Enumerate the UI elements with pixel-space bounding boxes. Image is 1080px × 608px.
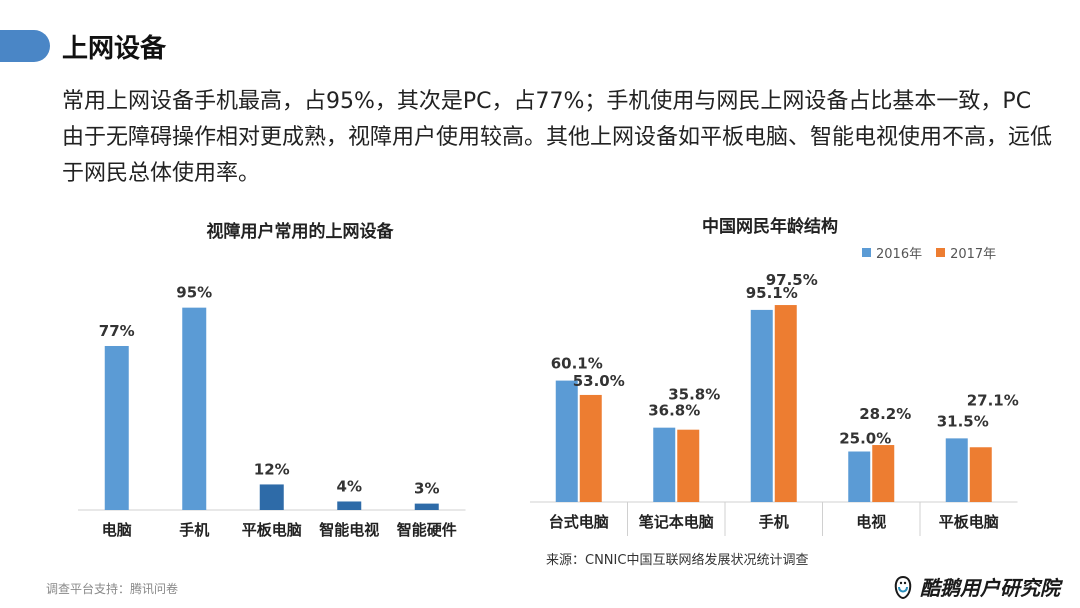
chart2-data-label-s1-0: 53.0% xyxy=(573,372,625,390)
survey-platform-note: 调查平台支持：腾讯问卷 xyxy=(46,582,179,596)
chart2-bar-s0-0 xyxy=(555,380,578,502)
chart2-data-label-s0-4: 31.5% xyxy=(937,412,989,430)
chart2-bar-s1-0 xyxy=(579,394,602,502)
chart2-data-label-s0-3: 25.0% xyxy=(839,430,891,448)
chart2-data-label-s1-2: 97.5% xyxy=(766,271,818,289)
chart1-data-label-2: 12% xyxy=(254,460,290,478)
chart2-category-label-1: 笔记本电脑 xyxy=(639,513,714,531)
chart2-bar-s0-3 xyxy=(848,451,871,502)
chart1-category-label-2: 平板电脑 xyxy=(242,521,302,539)
chart1-bar-0 xyxy=(104,345,129,510)
chart1-bar-1 xyxy=(182,307,207,510)
chart1-category-label-0: 电脑 xyxy=(102,521,132,539)
chart2-bar-s0-4 xyxy=(945,438,968,502)
legend-swatch-2017 xyxy=(936,248,946,257)
legend-item-2016: 2016年 xyxy=(862,243,922,262)
page-title: 上网设备 xyxy=(62,34,167,64)
source-note: 来源：CNNIC中国互联网络发展状况统计调查 xyxy=(546,553,809,568)
chart1-data-label-1: 95% xyxy=(176,284,212,302)
chart2-data-label-s0-1: 36.8% xyxy=(648,402,700,420)
chart2-title: 中国网民年龄结构 xyxy=(702,217,838,237)
chart2-bar-s1-4 xyxy=(969,447,992,502)
legend-label-2017: 2017年 xyxy=(950,247,997,262)
chart2-data-label-s0-2: 95.1% xyxy=(746,284,798,302)
chart2-data-label-s1-1: 35.8% xyxy=(668,386,720,404)
chart2-data-label-s1-3: 28.2% xyxy=(859,405,911,423)
chart1-bar-3 xyxy=(337,501,362,510)
chart1-bar-4 xyxy=(414,503,439,510)
chart2-category-label-4: 平板电脑 xyxy=(939,513,999,531)
chart2-bar-s1-2 xyxy=(774,305,797,502)
chart2-category-label-0: 台式电脑 xyxy=(549,513,609,531)
title-accent-bar xyxy=(0,30,50,62)
chart2-category-label-2: 手机 xyxy=(759,513,789,531)
chart1-data-label-0: 77% xyxy=(99,322,135,340)
legend-item-2017: 2017年 xyxy=(936,243,996,262)
chart2-category-label-3: 电视 xyxy=(856,513,886,531)
chart2-bar-s1-3 xyxy=(872,445,895,502)
chart2-bar-s0-1 xyxy=(653,427,676,502)
chart1-data-label-3: 4% xyxy=(337,477,362,495)
chart1-title: 视障用户常用的上网设备 xyxy=(206,222,394,242)
summary-text: 常用上网设备手机最高，占95%，其次是PC，占77%；手机使用与网民上网设备占比… xyxy=(62,89,1053,186)
chart2-legend: 2016年 2017年 xyxy=(862,243,996,262)
chart2-data-label-s1-4: 27.1% xyxy=(967,391,1019,409)
chart1-bar-2 xyxy=(259,484,284,510)
chart2-bar-s1-1 xyxy=(677,429,700,502)
penguin-icon xyxy=(894,575,912,599)
chart1-category-label-3: 智能电视 xyxy=(319,521,379,539)
chart1-data-label-4: 3% xyxy=(414,480,439,498)
brand-name: 酷鹅用户研究院 xyxy=(920,576,1060,600)
legend-label-2016: 2016年 xyxy=(876,247,923,262)
chart1-category-label-1: 手机 xyxy=(179,521,209,539)
legend-swatch-2016 xyxy=(862,248,871,257)
brand-logo: 酷鹅用户研究院 xyxy=(892,572,1060,601)
chart1-category-label-4: 智能硬件 xyxy=(397,521,457,539)
chart2-data-label-s0-0: 60.1% xyxy=(551,355,603,373)
chart2-bar-s0-2 xyxy=(750,309,773,502)
